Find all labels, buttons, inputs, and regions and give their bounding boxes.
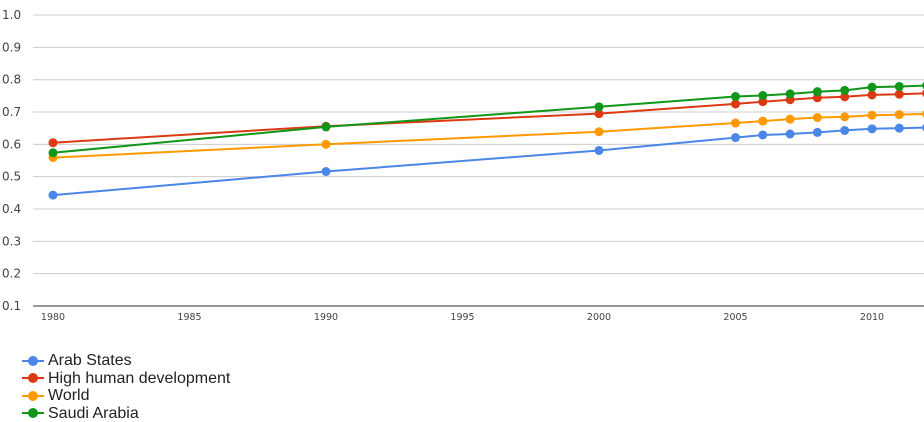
data-point[interactable] <box>868 124 877 133</box>
data-point[interactable] <box>49 148 58 157</box>
data-point[interactable] <box>813 128 822 137</box>
y-tick-label: 1.0 <box>2 8 21 22</box>
data-point[interactable] <box>840 112 849 121</box>
data-point[interactable] <box>731 92 740 101</box>
x-tick-label: 1980 <box>41 312 65 323</box>
y-tick-label: 0.5 <box>2 170 21 184</box>
x-tick-label: 1995 <box>450 312 474 323</box>
x-tick-label: 2005 <box>723 312 747 323</box>
data-point[interactable] <box>49 138 58 147</box>
data-point[interactable] <box>895 82 904 91</box>
data-point[interactable] <box>758 117 767 126</box>
data-point[interactable] <box>895 124 904 133</box>
legend-item-arab-states[interactable]: Arab States <box>22 352 230 370</box>
y-tick-label: 0.4 <box>2 202 21 216</box>
y-tick-label: 0.8 <box>2 73 21 87</box>
data-point[interactable] <box>895 90 904 99</box>
y-tick-label: 0.2 <box>2 267 21 281</box>
data-point[interactable] <box>868 83 877 92</box>
data-point[interactable] <box>758 130 767 139</box>
data-point[interactable] <box>322 140 331 149</box>
series-layer <box>49 81 924 200</box>
data-point[interactable] <box>868 90 877 99</box>
legend-item-saudi-arabia[interactable]: Saudi Arabia <box>22 405 230 422</box>
legend-item-high-human-development[interactable]: High human development <box>22 370 230 388</box>
data-point[interactable] <box>731 119 740 128</box>
legend-item-world[interactable]: World <box>22 387 230 405</box>
data-point[interactable] <box>840 86 849 95</box>
data-point[interactable] <box>49 191 58 200</box>
data-point[interactable] <box>786 130 795 139</box>
legend-marker-world <box>22 390 44 402</box>
data-point[interactable] <box>840 126 849 135</box>
legend-label: High human development <box>48 370 230 387</box>
legend-label: Arab States <box>48 352 132 369</box>
data-point[interactable] <box>895 110 904 119</box>
legend-marker-arab-states <box>22 355 44 367</box>
data-point[interactable] <box>786 115 795 124</box>
data-point[interactable] <box>595 102 604 111</box>
data-point[interactable] <box>595 146 604 155</box>
data-point[interactable] <box>322 167 331 176</box>
x-tick-label: 1990 <box>314 312 338 323</box>
data-point[interactable] <box>758 91 767 100</box>
x-tick-label: 2010 <box>860 312 884 323</box>
data-point[interactable] <box>868 111 877 120</box>
y-tick-label: 0.3 <box>2 234 21 248</box>
data-point[interactable] <box>813 87 822 96</box>
y-tick-label: 0.7 <box>2 105 21 119</box>
x-axis-ticks: 1980 1985 1990 1995 2000 2005 2010 <box>41 312 884 323</box>
legend: Arab States High human development World… <box>22 352 230 422</box>
legend-marker-high-human-development <box>22 372 44 384</box>
data-point[interactable] <box>813 113 822 122</box>
legend-marker-saudi-arabia <box>22 407 44 419</box>
data-point[interactable] <box>731 133 740 142</box>
x-tick-label: 1985 <box>177 312 201 323</box>
data-point[interactable] <box>322 122 331 131</box>
data-point[interactable] <box>786 89 795 98</box>
legend-label: Saudi Arabia <box>48 405 139 422</box>
x-tick-label: 2000 <box>587 312 611 323</box>
legend-label: World <box>48 387 90 404</box>
y-tick-label: 0.9 <box>2 40 21 54</box>
data-point[interactable] <box>595 127 604 136</box>
y-tick-label: 0.1 <box>2 299 21 313</box>
y-tick-label: 0.6 <box>2 137 21 151</box>
y-axis-ticks: 0.1 0.2 0.3 0.4 0.5 0.6 0.7 0.8 0.9 1.0 <box>2 8 21 313</box>
